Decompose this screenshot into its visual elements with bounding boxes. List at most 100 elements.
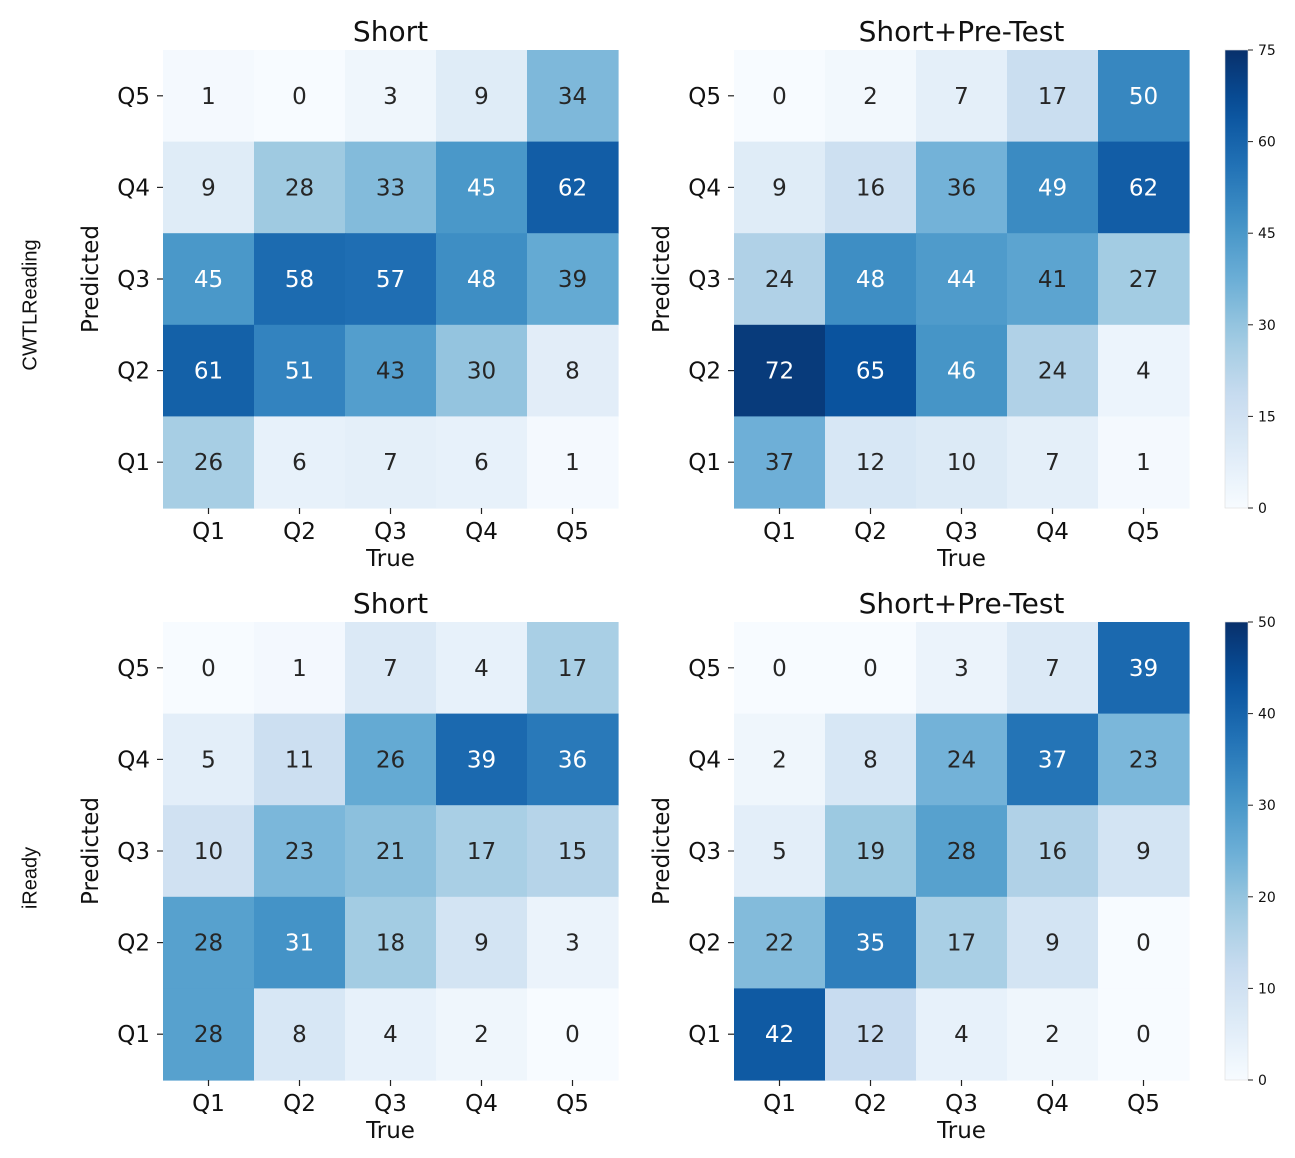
x-tick-label: Q2 [283, 1091, 316, 1117]
heatmap-cell [163, 805, 255, 898]
heatmap-cell [527, 324, 619, 417]
x-tick-label: Q5 [1127, 1091, 1160, 1117]
cell-value-label: 58 [285, 267, 314, 293]
heatmap-cell [345, 805, 437, 898]
heatmap-cell [163, 988, 255, 1081]
x-tick-label: Q2 [854, 1091, 887, 1117]
cell-value-label: 9 [1045, 931, 1060, 957]
x-tick-label: Q5 [556, 1091, 589, 1117]
heatmap-cell [254, 416, 346, 509]
cell-value-label: 44 [947, 267, 976, 293]
cell-value-label: 51 [285, 359, 314, 385]
cell-value-label: 1 [292, 656, 307, 682]
cell-value-label: 26 [376, 747, 405, 773]
heatmap-cell [527, 896, 619, 989]
y-tick-label: Q3 [117, 839, 150, 865]
heatmap-cell [163, 896, 255, 989]
heatmap-cell [436, 50, 528, 143]
heatmap-cell [916, 805, 1008, 898]
cell-value-label: 12 [856, 1022, 885, 1048]
heatmap-cell [825, 50, 917, 143]
cell-value-label: 49 [1038, 175, 1067, 201]
cell-value-label: 21 [376, 839, 405, 865]
heatmap-cell [254, 805, 346, 898]
heatmap-cell [345, 141, 437, 234]
heatmap-cell [734, 324, 826, 417]
y-tick-label: Q5 [688, 656, 721, 682]
heatmap-cell [436, 141, 528, 234]
cell-value-label: 45 [467, 175, 496, 201]
heatmap-cell [734, 622, 826, 715]
x-axis-label: True [936, 546, 986, 572]
cell-value-label: 1 [201, 84, 216, 110]
colorbar-tick-label: 10 [1258, 981, 1276, 997]
y-tick-label: Q5 [117, 656, 150, 682]
heatmap-cell [825, 622, 917, 715]
heatmap-cell [1098, 896, 1190, 989]
x-tick-label: Q4 [465, 519, 498, 545]
heatmap-cell [527, 233, 619, 326]
heatmap-cell [825, 141, 917, 234]
cell-value-label: 7 [1045, 656, 1060, 682]
heatmap-cell [825, 416, 917, 509]
cell-value-label: 46 [947, 359, 976, 385]
heatmap-cell [254, 233, 346, 326]
colorbar-tick-label: 20 [1258, 890, 1276, 906]
heatmap-cell [1098, 50, 1190, 143]
cell-value-label: 23 [1129, 747, 1158, 773]
heatmap-cell [825, 324, 917, 417]
colorbar-tick-label: 30 [1258, 798, 1276, 814]
cell-value-label: 15 [558, 839, 587, 865]
cell-value-label: 27 [1129, 267, 1158, 293]
cell-value-label: 42 [765, 1022, 794, 1048]
panel-title: Short [353, 587, 428, 620]
cell-value-label: 16 [1038, 839, 1067, 865]
heatmap-cell [527, 141, 619, 234]
cell-value-label: 36 [558, 747, 587, 773]
cell-value-label: 24 [1038, 359, 1067, 385]
heatmap-cell [916, 233, 1008, 326]
heatmap-cell [734, 988, 826, 1081]
heatmap-cell [1007, 233, 1099, 326]
panel-title: Short+Pre-Test [859, 587, 1065, 620]
cell-value-label: 16 [856, 175, 885, 201]
colorbar-tick-label: 40 [1258, 707, 1276, 723]
x-tick-label: Q1 [763, 519, 796, 545]
heatmap-cell [345, 50, 437, 143]
cell-value-label: 34 [558, 84, 587, 110]
cell-value-label: 4 [1136, 359, 1151, 385]
y-tick-label: Q3 [688, 267, 721, 293]
heatmap-cell [436, 416, 528, 509]
y-axis-label: Predicted [78, 225, 104, 333]
cell-value-label: 65 [856, 359, 885, 385]
cell-value-label: 9 [201, 175, 216, 201]
y-tick-label: Q5 [117, 84, 150, 110]
heatmap-cell [436, 233, 528, 326]
y-tick-label: Q4 [688, 175, 721, 201]
heatmap-cell [916, 896, 1008, 989]
y-tick-label: Q4 [117, 175, 150, 201]
heatmap-cell [734, 713, 826, 806]
cell-value-label: 17 [947, 931, 976, 957]
colorbar [1224, 49, 1249, 509]
heatmap-cell [825, 233, 917, 326]
x-tick-label: Q3 [374, 519, 407, 545]
heatmap-cell [527, 805, 619, 898]
cell-value-label: 6 [474, 450, 489, 476]
cell-value-label: 0 [1136, 1022, 1151, 1048]
cell-value-label: 0 [772, 656, 787, 682]
cell-value-label: 3 [954, 656, 969, 682]
cell-value-label: 48 [467, 267, 496, 293]
heatmap-cell [825, 988, 917, 1081]
cell-value-label: 9 [474, 931, 489, 957]
heatmap-cell [916, 141, 1008, 234]
cell-value-label: 48 [856, 267, 885, 293]
cell-value-label: 4 [474, 656, 489, 682]
x-tick-label: Q4 [465, 1091, 498, 1117]
colorbar-tick-label: 30 [1258, 318, 1276, 334]
panel-title: Short [353, 15, 428, 48]
cell-value-label: 7 [383, 656, 398, 682]
heatmap-cell [1007, 896, 1099, 989]
cell-value-label: 62 [558, 175, 587, 201]
